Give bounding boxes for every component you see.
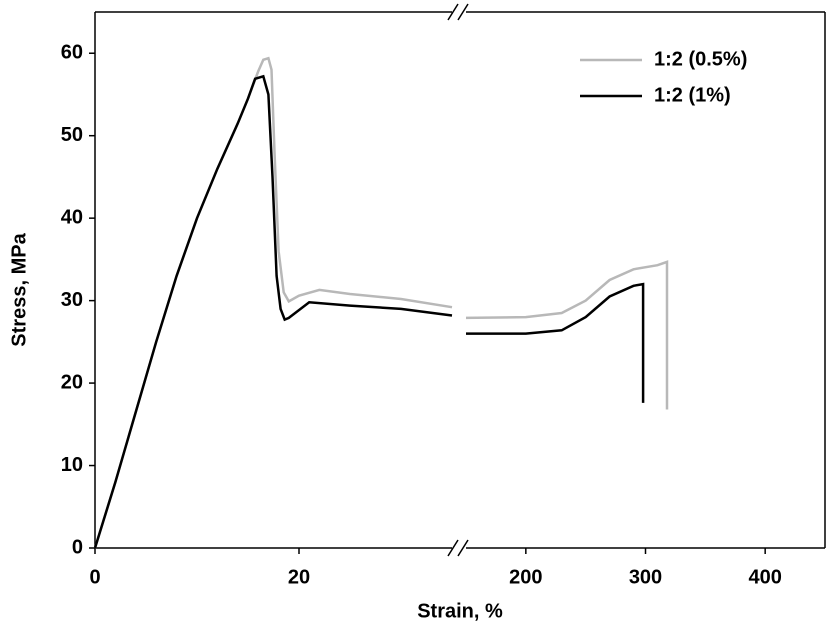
x-axis-label: Strain, % [417, 600, 503, 622]
legend-label: 1:2 (1%) [654, 84, 731, 106]
y-tick-label: 30 [61, 289, 83, 311]
series-line [93, 56, 669, 549]
y-tick-label: 40 [61, 206, 83, 228]
legend-label: 1:2 (0.5%) [654, 48, 747, 70]
y-tick-label: 10 [61, 454, 83, 476]
x-tick-label: 300 [629, 566, 662, 588]
x-tick-label: 200 [509, 566, 542, 588]
y-axis-label: Stress, MPa [8, 232, 30, 346]
y-tick-label: 60 [61, 42, 83, 64]
axis-break [447, 3, 469, 557]
y-tick-label: 20 [61, 371, 83, 393]
y-tick-label: 0 [72, 536, 83, 558]
x-tick-label: 20 [288, 566, 310, 588]
series-line [93, 74, 645, 549]
x-tick-label: 400 [748, 566, 781, 588]
x-tick-label: 0 [89, 566, 100, 588]
y-tick-label: 50 [61, 124, 83, 146]
